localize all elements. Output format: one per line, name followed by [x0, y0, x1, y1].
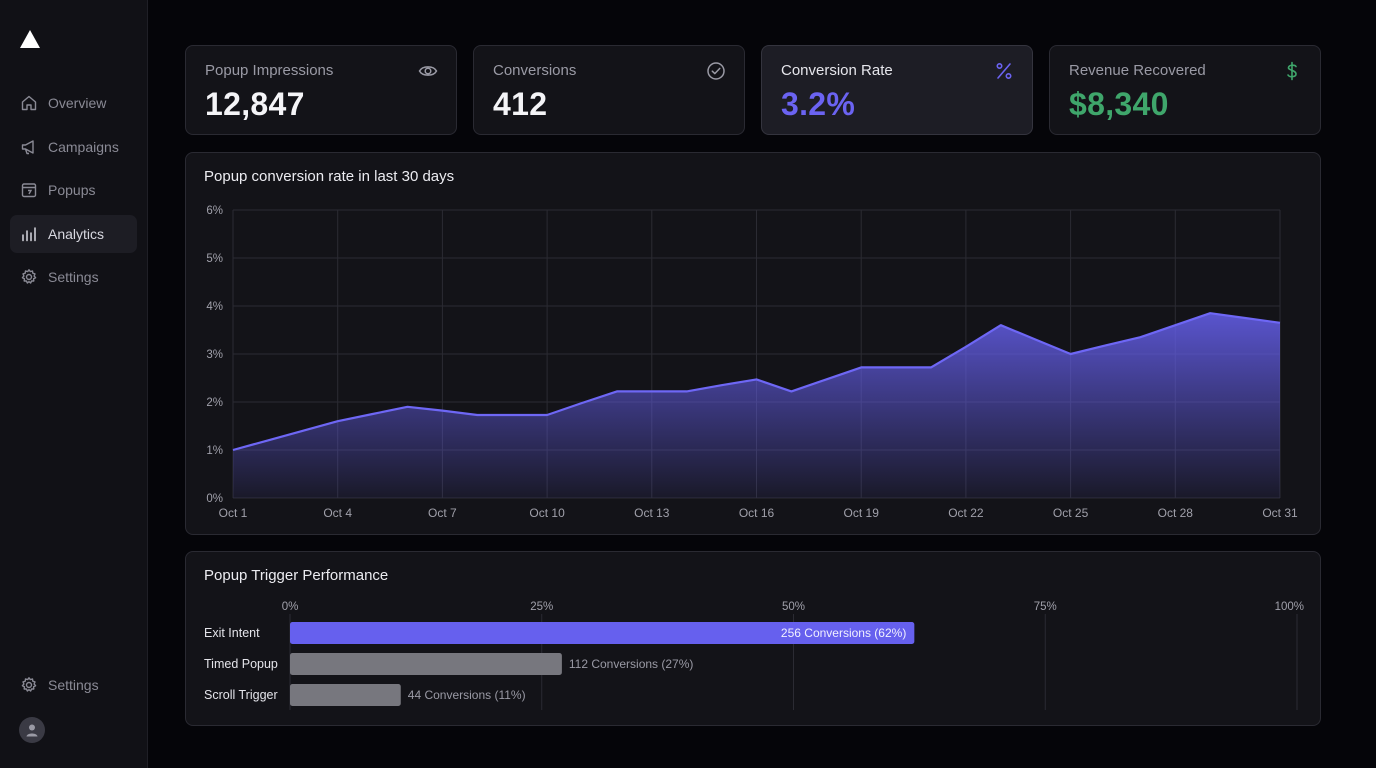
stat-card-impressions: Popup Impressions 12,847	[185, 45, 457, 135]
y-tick-label: 0%	[206, 493, 223, 505]
calendar-icon	[20, 181, 38, 199]
x-tick-label: Oct 25	[1053, 506, 1089, 520]
x-tick-label: 0%	[282, 601, 299, 613]
x-tick-label: Oct 1	[219, 506, 248, 520]
gear-icon	[20, 676, 38, 694]
y-tick-label: 3%	[206, 349, 223, 361]
stat-title: Conversion Rate	[781, 62, 893, 79]
stat-card-conversions: Conversions 412	[473, 45, 745, 135]
sidebar-item-settings[interactable]: Settings	[10, 258, 137, 296]
panel-title: Popup conversion rate in last 30 days	[204, 168, 455, 185]
check-circle-icon	[706, 61, 726, 81]
sidebar-nav: Overview Campaigns Popups Analytics Sett…	[10, 84, 137, 302]
sidebar-item-label: Settings	[48, 677, 99, 693]
stat-card-conversion-rate: Conversion Rate 3.2%	[761, 45, 1033, 135]
stat-card-revenue: Revenue Recovered $8,340	[1049, 45, 1321, 135]
stat-value: 412	[493, 86, 548, 122]
stat-value: $8,340	[1069, 86, 1169, 122]
y-tick-label: 2%	[206, 397, 223, 409]
series-area	[233, 313, 1280, 498]
x-tick-label: 50%	[782, 601, 805, 613]
x-tick-label: Oct 28	[1158, 506, 1194, 520]
x-tick-label: Oct 4	[323, 506, 352, 520]
logo-triangle-icon[interactable]	[19, 29, 41, 49]
x-tick-label: 75%	[1034, 601, 1057, 613]
x-tick-label: Oct 7	[428, 506, 457, 520]
sidebar-item-label: Overview	[48, 95, 107, 111]
sidebar-bottom: Settings	[10, 666, 137, 710]
sidebar-item-campaigns[interactable]: Campaigns	[10, 128, 137, 166]
sidebar-item-analytics[interactable]: Analytics	[10, 214, 137, 253]
sidebar-item-label: Popups	[48, 182, 96, 198]
sidebar-item-label: Settings	[48, 269, 99, 285]
gear-icon	[20, 268, 38, 286]
bar-chart-icon	[20, 225, 38, 243]
user-icon	[26, 724, 38, 737]
x-tick-label: Oct 13	[634, 506, 670, 520]
sidebar-item-settings-bottom[interactable]: Settings	[10, 666, 137, 704]
dollar-icon	[1282, 61, 1302, 81]
x-tick-label: Oct 31	[1262, 506, 1298, 520]
y-tick-label: 4%	[206, 301, 223, 313]
stat-title: Revenue Recovered	[1069, 62, 1206, 79]
y-tick-label: 1%	[206, 445, 223, 457]
bar	[290, 653, 562, 675]
stat-title: Conversions	[493, 62, 577, 79]
x-tick-label: Oct 22	[948, 506, 984, 520]
data-label: 44 Conversions (11%)	[408, 688, 526, 702]
percent-icon	[994, 61, 1014, 81]
x-tick-label: Oct 19	[844, 506, 880, 520]
data-label: 112 Conversions (27%)	[569, 657, 694, 671]
y-tick-label: 6%	[206, 205, 223, 217]
panel-title: Popup Trigger Performance	[204, 567, 389, 584]
sidebar-item-label: Analytics	[48, 225, 105, 242]
category-label: Scroll Trigger	[204, 688, 278, 702]
conversion-rate-panel: Popup conversion rate in last 30 days 0%…	[185, 152, 1321, 535]
avatar[interactable]	[19, 717, 45, 743]
trigger-performance-bar-chart: 0% 25% 50% 75% 100% Exit Intent 256 Conversion…	[204, 601, 1304, 710]
x-tick-label: Oct 16	[739, 506, 775, 520]
stat-value: 12,847	[205, 86, 305, 122]
category-label: Timed Popup	[204, 657, 278, 671]
x-tick-label: Oct 10	[529, 506, 565, 520]
home-icon	[20, 94, 38, 112]
y-tick-label: 5%	[206, 253, 223, 265]
trigger-performance-panel: Popup Trigger Performance 0% 25% 50% 75% 100…	[185, 551, 1321, 726]
x-tick-label: 100%	[1275, 601, 1304, 613]
sidebar-item-overview[interactable]: Overview	[10, 84, 137, 122]
sidebar-item-popups[interactable]: Popups	[10, 171, 137, 209]
category-label: Exit Intent	[204, 626, 260, 640]
bar	[290, 684, 401, 706]
stat-value: 3.2%	[781, 86, 856, 122]
sidebar: Overview Campaigns Popups Analytics Sett…	[0, 0, 148, 768]
data-label: 256 Conversions (62%)	[781, 626, 906, 640]
megaphone-icon	[20, 138, 38, 156]
stat-title: Popup Impressions	[205, 62, 334, 79]
x-tick-label: 25%	[530, 601, 553, 613]
bar	[290, 622, 915, 644]
conversion-rate-area-chart: 0% 1% 2% 3% 4% 5% 6% Oct 1 Oct 4 Oct 7 Oct 10 Oct 1…	[206, 205, 1298, 520]
sidebar-item-label: Campaigns	[48, 138, 119, 155]
eye-icon	[418, 61, 438, 81]
